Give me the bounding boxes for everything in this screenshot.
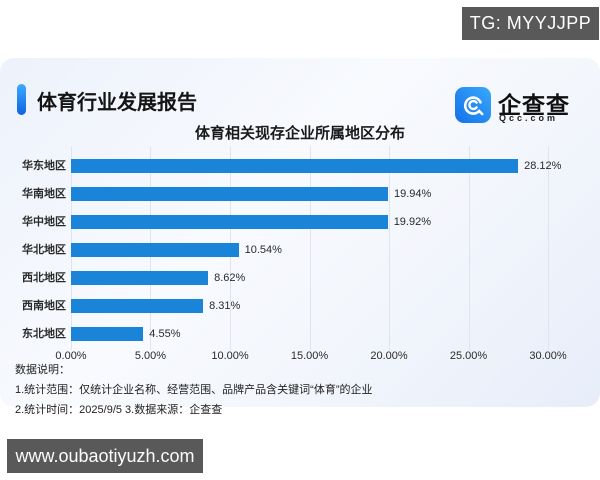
category-label: 西南地区: [22, 300, 66, 312]
category-label: 华东地区: [22, 160, 66, 172]
bar: [71, 327, 144, 341]
bar: [71, 187, 388, 201]
bar: [71, 215, 388, 229]
value-label: 4.55%: [149, 328, 181, 340]
chart-row: 西北地区 8.62%: [0, 264, 600, 292]
value-label: 19.94%: [394, 188, 432, 200]
tg-contact-badge: TG: MYYJJPP: [462, 7, 599, 40]
title-accent-bar: [17, 84, 26, 115]
category-label: 华北地区: [22, 244, 66, 256]
chart-row: 西南地区 8.31%: [0, 292, 600, 320]
report-title: 体育行业发展报告: [37, 92, 197, 114]
qcc-spiral-c-icon: [455, 87, 491, 123]
x-tick-label: 15.00%: [290, 350, 329, 362]
report-card: 体育行业发展报告 企查查 Qcc.com 体育相关现存企业: [0, 58, 600, 416]
value-label: 8.62%: [214, 272, 246, 284]
chart-row: 华东地区 28.12%: [0, 152, 600, 180]
chart-row: 华南地区 19.94%: [0, 180, 600, 208]
x-tick-label: 25.00%: [449, 350, 488, 362]
notes-heading: 数据说明：: [15, 364, 70, 376]
qcc-logo-domain: Qcc.com: [499, 113, 559, 123]
chart-row: 东北地区 4.55%: [0, 320, 600, 348]
category-label: 华南地区: [22, 188, 66, 200]
gridline: [468, 146, 470, 350]
x-tick-label: 20.00%: [370, 350, 408, 362]
value-label: 8.31%: [209, 300, 241, 312]
bar: [71, 299, 204, 313]
category-label: 华中地区: [22, 216, 66, 228]
tg-contact-text: TG: MYYJJPP: [469, 13, 592, 33]
chart-row: 华北地区 10.54%: [0, 236, 600, 264]
gridline: [548, 146, 549, 350]
gridline: [388, 146, 390, 350]
x-axis-ticks: 0.00% 5.00% 10.00% 15.00% 20.00% 25.00% 30.00%: [55, 350, 566, 364]
chart-bars-area: 华东地区 28.12% 华南地区 19.94% 华中地区 19.92% 华北地区 10.54%…: [0, 152, 600, 348]
notes-line1: 1.统计范围：仅统计企业名称、经营范围、品牌产品含关键词“体育”的企业: [15, 384, 373, 396]
value-label: 19.92%: [393, 216, 431, 228]
category-label: 东北地区: [22, 328, 66, 340]
x-tick-label: 10.00%: [211, 350, 249, 362]
x-tick-label: 30.00%: [529, 350, 567, 362]
chart-row: 华中地区 19.92%: [0, 208, 600, 236]
x-tick-label: 0.00%: [55, 350, 87, 362]
bar: [71, 243, 239, 257]
qcc-logo-name: 企查查: [498, 92, 570, 118]
qcc-logo: 企查查 Qcc.com: [455, 86, 585, 128]
chart-title: 体育相关现存企业所属地区分布: [194, 125, 405, 142]
bar: [71, 159, 519, 173]
data-notes: 数据说明： 1.统计范围：仅统计企业名称、经营范围、品牌产品含关键词“体育”的企…: [15, 361, 373, 421]
gridline: [309, 146, 311, 350]
value-label: 10.54%: [244, 244, 282, 256]
bar: [71, 271, 209, 285]
notes-line2: 2.统计时间：2025/9/5 3.数据来源：企查查: [15, 404, 223, 416]
x-tick-label: 5.00%: [134, 350, 167, 362]
value-label: 28.12%: [524, 160, 562, 172]
website-text: www.oubaotiyuzh.com: [15, 445, 195, 466]
category-label: 西北地区: [22, 272, 66, 284]
website-badge: www.oubaotiyuzh.com: [7, 439, 203, 473]
